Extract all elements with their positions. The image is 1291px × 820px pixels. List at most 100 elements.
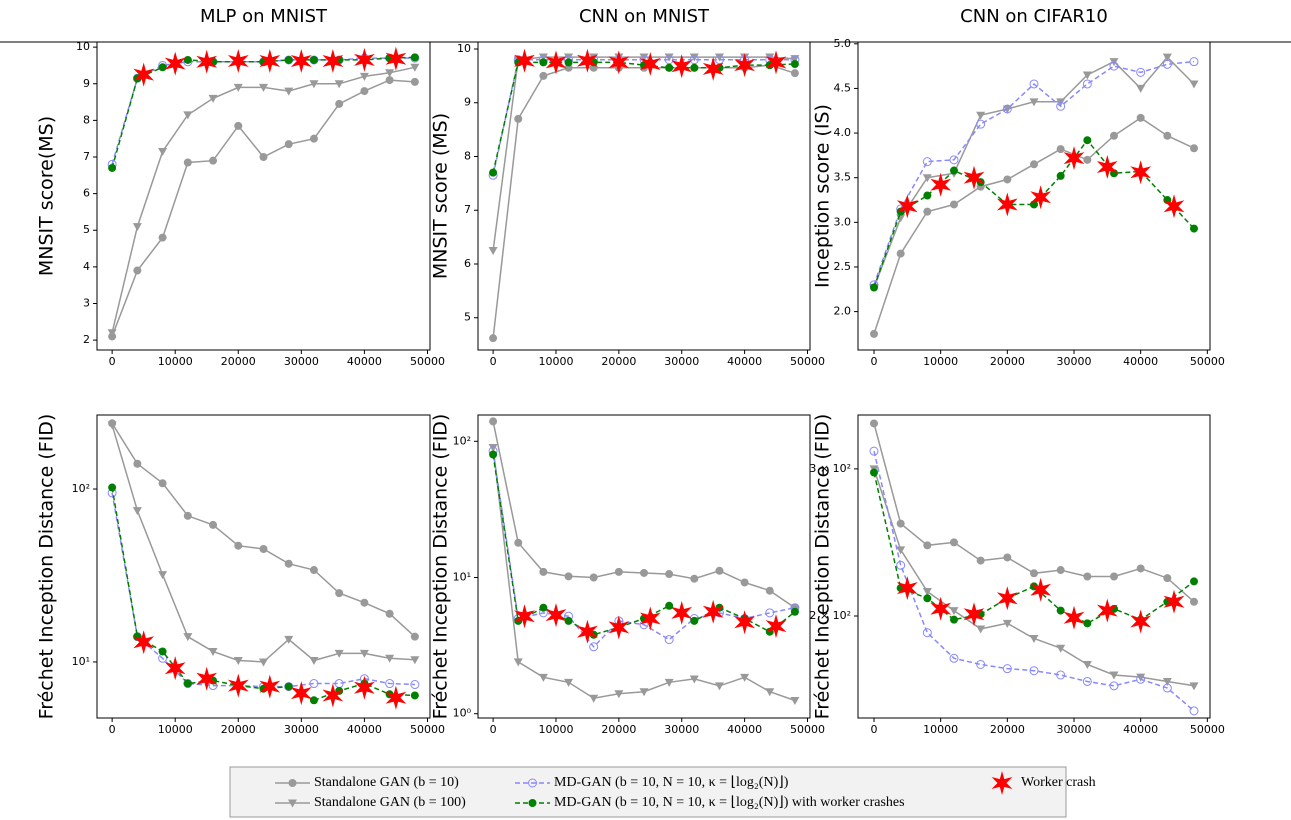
point: [489, 450, 498, 459]
point: [158, 148, 168, 157]
x-tick-label: 30000: [1057, 355, 1092, 368]
point: [539, 603, 548, 612]
y-tick-label: 6: [83, 187, 90, 200]
point: [870, 419, 878, 428]
point: [664, 55, 674, 65]
crash-marker: [577, 48, 598, 73]
point: [385, 76, 394, 85]
x-tick-label: 0: [109, 723, 116, 736]
point: [335, 589, 344, 598]
point: [108, 163, 117, 172]
x-tick-label: 40000: [727, 355, 762, 368]
crash-marker: [702, 56, 724, 81]
point: [923, 541, 932, 550]
point: [158, 647, 167, 656]
point: [1083, 572, 1092, 581]
point: [284, 635, 294, 644]
series-line: [111, 422, 416, 638]
chart-title: CNN on CIFAR10: [960, 6, 1108, 27]
point: [385, 654, 395, 663]
plot-frame: [477, 41, 811, 351]
point: [790, 607, 799, 616]
series-line: [873, 60, 1195, 286]
y-tick-label: 10¹: [72, 655, 90, 668]
point: [1056, 670, 1066, 680]
legend-marker: [991, 771, 1013, 795]
crash-marker: [1130, 609, 1152, 634]
point: [488, 444, 498, 453]
point: [1190, 577, 1198, 586]
crash-marker: [1030, 185, 1052, 210]
point: [1110, 572, 1118, 581]
crash-marker: [385, 46, 407, 71]
point: [870, 468, 878, 477]
point: [132, 507, 142, 516]
point: [1082, 79, 1092, 89]
point: [1003, 175, 1012, 184]
point: [664, 635, 674, 645]
point: [538, 673, 548, 682]
y-axis-label: MNSIT score (MS): [430, 113, 452, 279]
point: [158, 571, 168, 580]
point: [949, 155, 959, 165]
point: [714, 682, 724, 691]
point: [1136, 564, 1145, 573]
point: [1056, 101, 1066, 111]
point: [1189, 80, 1199, 89]
point: [489, 417, 498, 426]
point: [564, 58, 573, 67]
point: [539, 58, 548, 67]
point: [259, 544, 268, 553]
point: [950, 615, 958, 624]
point: [360, 87, 369, 96]
series-line: [111, 66, 416, 333]
point: [664, 678, 674, 687]
chart-title: MLP on MNIST: [200, 6, 328, 27]
y-tick-label: 5.0: [834, 37, 852, 50]
point: [1190, 144, 1198, 153]
crash-marker: [608, 615, 630, 640]
point: [385, 609, 394, 618]
point: [976, 111, 986, 120]
series-line: [873, 468, 1195, 687]
series-line: [492, 454, 796, 636]
point: [714, 55, 724, 65]
x-tick-label: 10000: [158, 723, 193, 736]
series-line: [111, 56, 415, 169]
point: [1163, 574, 1172, 583]
point: [284, 682, 293, 691]
crash-marker: [577, 619, 598, 644]
point: [539, 71, 548, 80]
point: [1136, 113, 1145, 122]
point: [765, 688, 775, 697]
point: [564, 616, 573, 625]
crash-marker: [671, 54, 693, 79]
point: [976, 659, 986, 669]
crash-marker: [1030, 577, 1052, 602]
y-axis-label: Fréchet Inception Distance (FID): [36, 414, 58, 720]
point: [1056, 566, 1065, 575]
point: [949, 653, 959, 663]
point: [896, 546, 906, 555]
point: [284, 140, 293, 149]
point: [765, 586, 774, 595]
crash-marker: [639, 52, 661, 76]
point: [107, 421, 117, 430]
point: [689, 53, 699, 62]
point: [1030, 569, 1038, 578]
point: [922, 174, 932, 183]
crash-marker: [164, 51, 186, 76]
point: [410, 77, 419, 86]
x-tick-label: 30000: [664, 723, 699, 736]
series-line: [492, 56, 795, 251]
y-tick-label: 10⁰: [453, 707, 472, 720]
y-axis-label: Fréchet Inception Distance (FID): [430, 414, 452, 720]
x-tick-label: 20000: [221, 355, 256, 368]
point: [1190, 597, 1198, 606]
y-tick-label: 4.0: [834, 126, 852, 139]
y-axis-label: Inception score (IS): [812, 104, 834, 288]
crash-marker: [133, 62, 155, 87]
crash-marker: [1163, 194, 1185, 219]
